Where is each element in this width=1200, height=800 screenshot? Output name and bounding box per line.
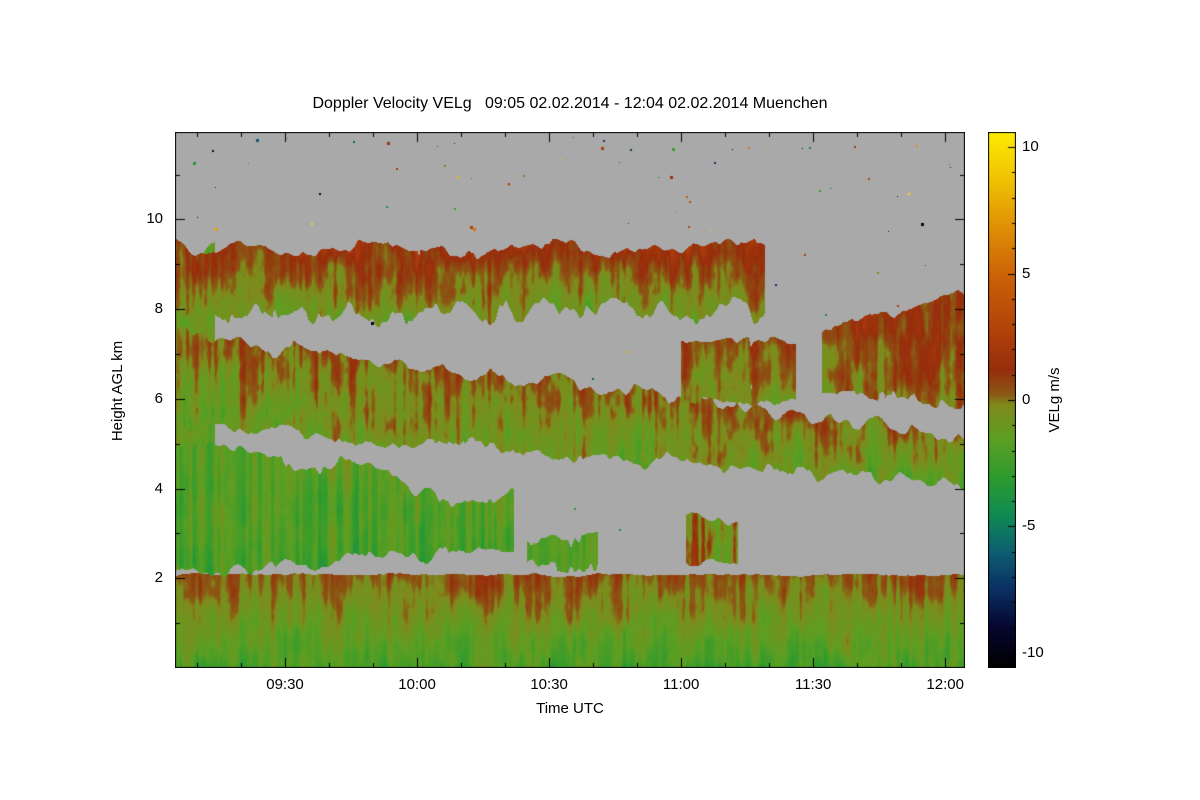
y-tick-label: 6	[154, 389, 163, 407]
velocity-heatmap-canvas	[175, 132, 965, 668]
colorbar-tick-label: -10	[1022, 643, 1044, 661]
x-tick-label: 10:30	[530, 676, 568, 693]
x-tick-label: 11:30	[794, 676, 832, 693]
x-tick-label: 09:30	[266, 676, 304, 693]
y-tick-label: 4	[154, 479, 163, 497]
colorbar-tick-label: 0	[1022, 391, 1031, 408]
x-axis-label: Time UTC	[536, 700, 604, 717]
colorbar-tick-label: 5	[1022, 264, 1031, 282]
colorbar-tick-label: -5	[1022, 517, 1036, 535]
x-tick-label: 11:00	[662, 676, 700, 693]
chart-title: Doppler Velocity VELg 09:05 02.02.2014 -…	[312, 95, 828, 112]
y-tick-label: 2	[154, 569, 163, 587]
x-tick-label: 10:00	[398, 676, 436, 693]
x-tick-label: 12:00	[926, 676, 964, 693]
colorbar-tick-label: 10	[1022, 138, 1039, 156]
y-tick-label: 8	[154, 300, 163, 318]
y-tick-label: 10	[146, 210, 163, 228]
colorbar-gradient-canvas	[988, 132, 1016, 668]
